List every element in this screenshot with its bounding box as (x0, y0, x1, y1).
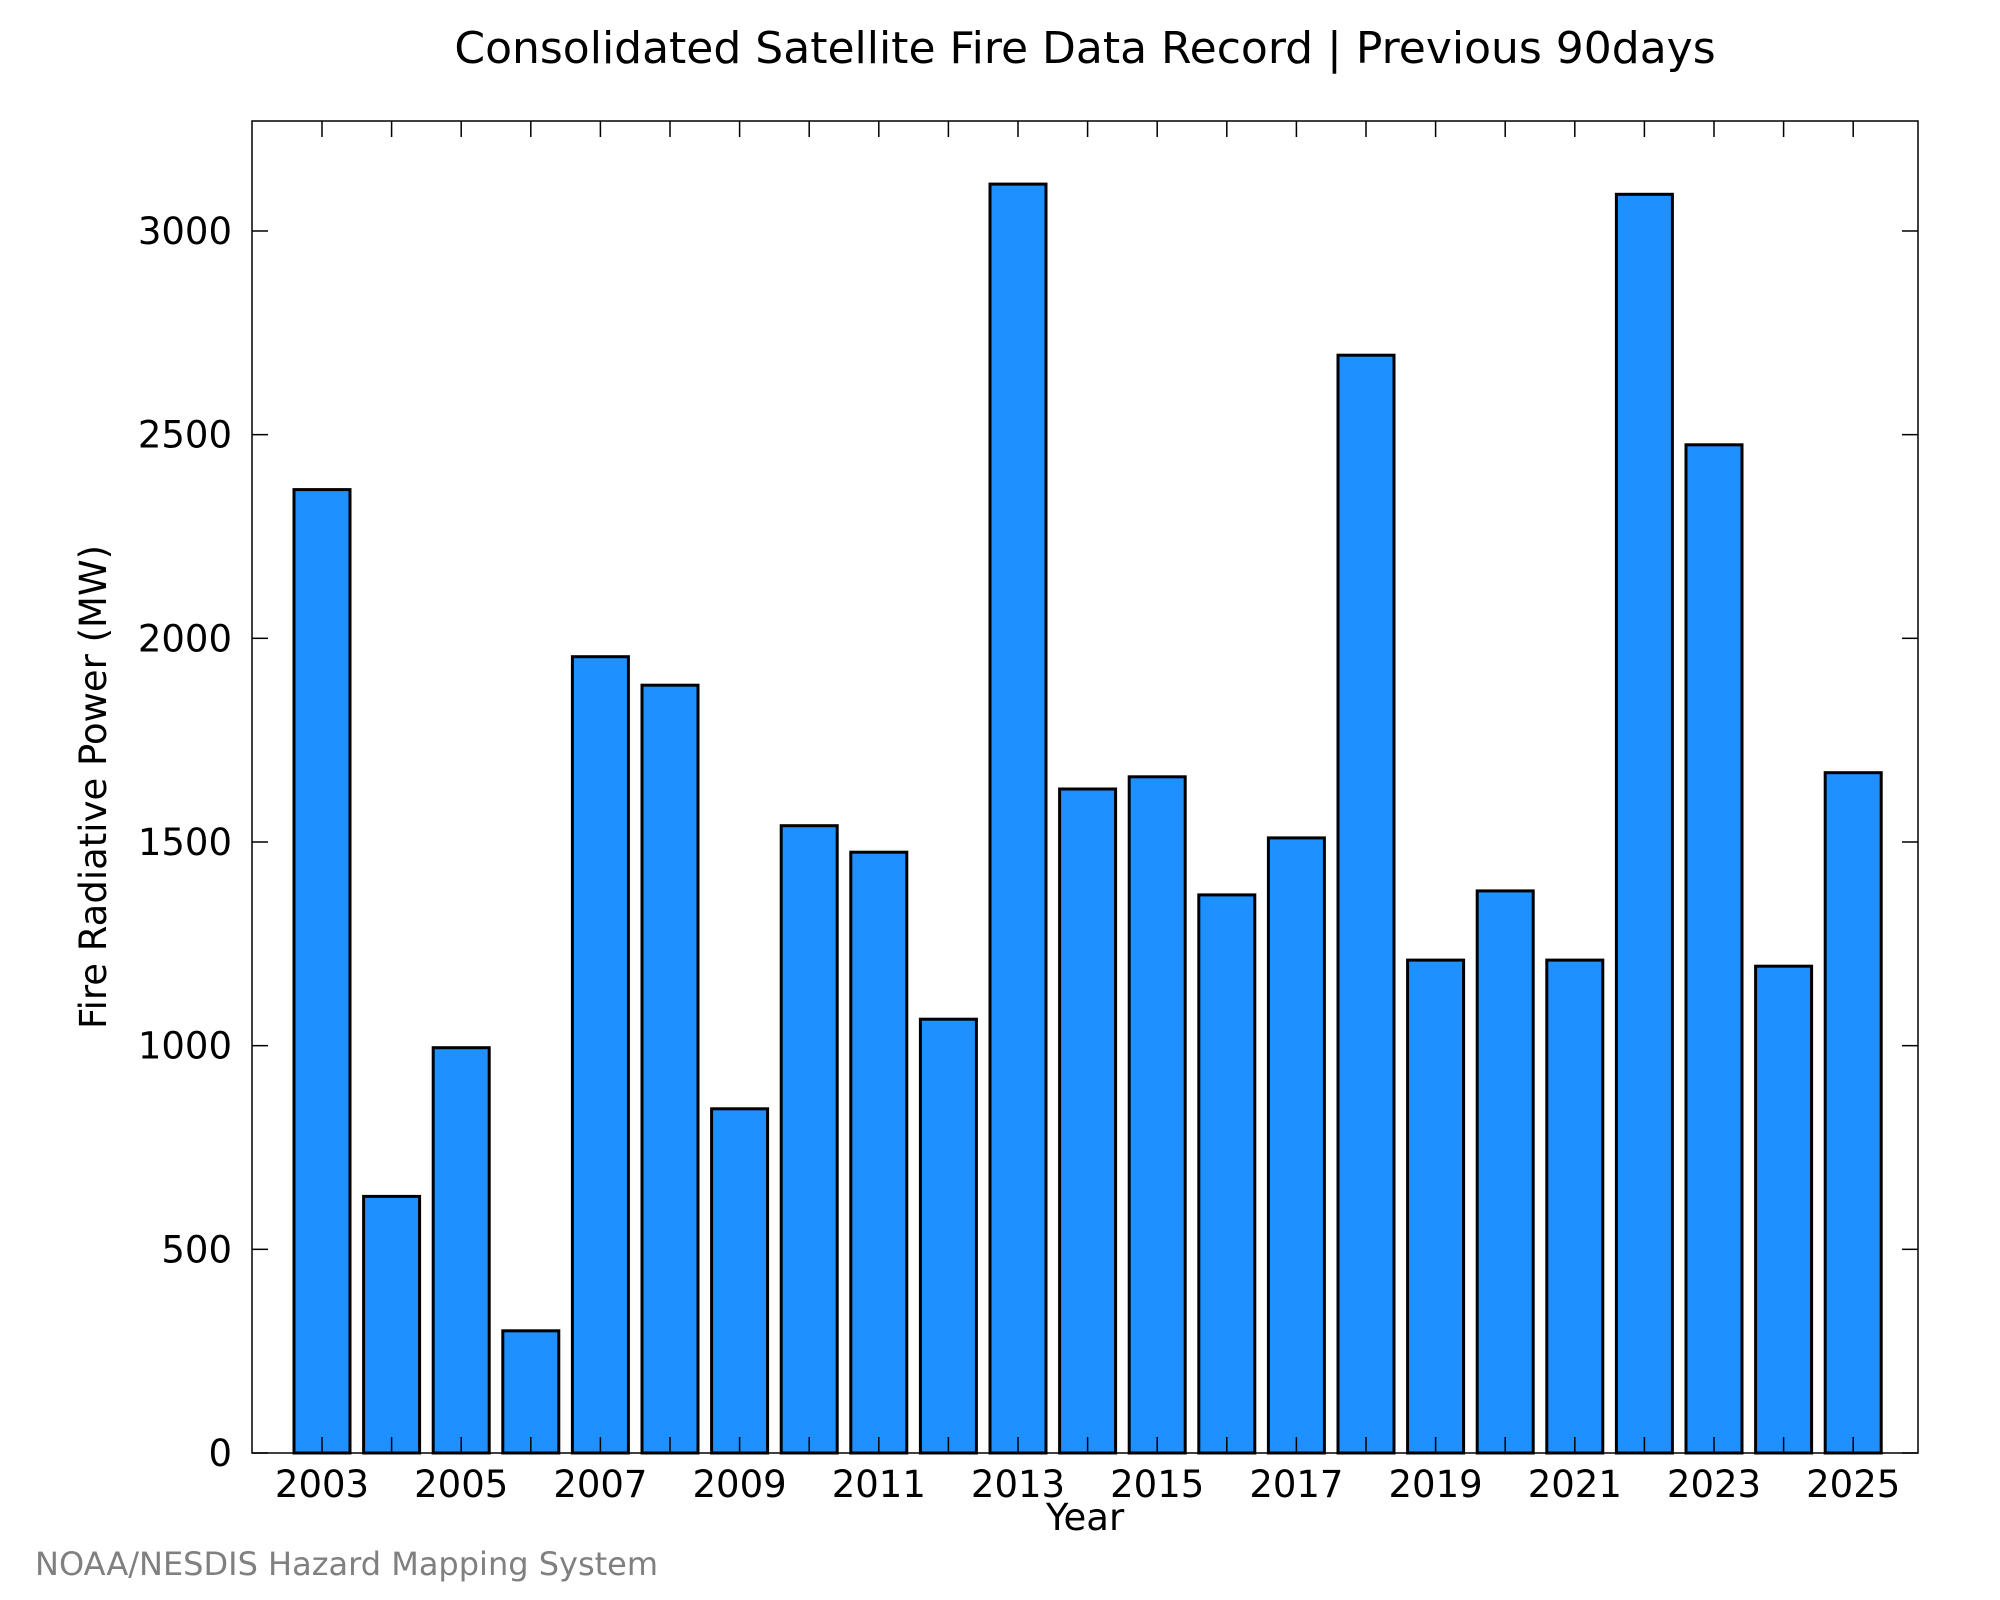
x-tick-label-2015: 2015 (1110, 1463, 1204, 1506)
bar-2008 (640, 683, 700, 1455)
bar-2021 (1545, 958, 1605, 1455)
x-tick-label-2023: 2023 (1667, 1463, 1761, 1506)
bar-2003 (292, 488, 352, 1455)
x-tick-label-2017: 2017 (1249, 1463, 1343, 1506)
bar-2013 (988, 182, 1048, 1455)
bar-2025 (1823, 771, 1883, 1455)
bar-2011 (849, 850, 909, 1455)
y-tick-label-0: 0 (208, 1432, 232, 1475)
bars-layer (292, 182, 1883, 1455)
x-tick-label-2013: 2013 (971, 1463, 1065, 1506)
bar-2020 (1475, 889, 1535, 1455)
x-tick-label-2005: 2005 (414, 1463, 508, 1506)
y-tick-label-500: 500 (161, 1228, 232, 1271)
y-tick-label-1000: 1000 (138, 1025, 232, 1068)
chart-title: Consolidated Satellite Fire Data Record … (454, 23, 1715, 74)
bar-2005 (431, 1046, 491, 1455)
y-tick-label-2500: 2500 (138, 414, 232, 457)
bar-2014 (1058, 787, 1118, 1455)
y-axis-label: Fire Radiative Power (MW) (72, 545, 115, 1029)
x-tick-label-2019: 2019 (1389, 1463, 1483, 1506)
x-tick-label-2011: 2011 (832, 1463, 926, 1506)
bar-2015 (1127, 775, 1187, 1455)
bar-2004 (362, 1194, 422, 1455)
x-tick-label-2021: 2021 (1528, 1463, 1622, 1506)
bar-2019 (1406, 958, 1466, 1455)
bar-2023 (1684, 443, 1744, 1455)
bar-2006 (501, 1329, 561, 1455)
bar-2018 (1336, 353, 1396, 1455)
credit-text: NOAA/NESDIS Hazard Mapping System (35, 1545, 658, 1583)
bar-2016 (1197, 893, 1257, 1455)
x-tick-label-2003: 2003 (275, 1463, 369, 1506)
x-axis-label: Year (1045, 1496, 1125, 1539)
bar-2012 (918, 1017, 978, 1455)
y-tick-label-3000: 3000 (138, 210, 232, 253)
y-tick-label-1500: 1500 (138, 821, 232, 864)
ticks-layer: 2003 2005 2007 2009 2011 2013 2015 2017 2019 2021… (138, 121, 1918, 1506)
bar-2017 (1266, 836, 1326, 1455)
x-tick-label-2025: 2025 (1806, 1463, 1900, 1506)
plot-frame (251, 120, 1919, 1454)
bar-2022 (1614, 192, 1674, 1455)
x-tick-label-2009: 2009 (693, 1463, 787, 1506)
y-tick-label-2000: 2000 (138, 617, 232, 660)
bar-2009 (710, 1107, 770, 1455)
x-tick-label-2007: 2007 (553, 1463, 647, 1506)
bar-2010 (779, 824, 839, 1455)
bar-2007 (570, 655, 630, 1455)
bar-2024 (1754, 964, 1814, 1455)
